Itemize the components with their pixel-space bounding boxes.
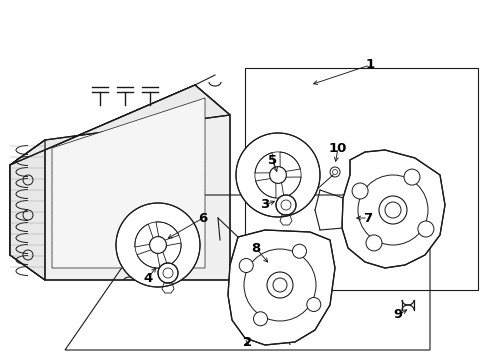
Circle shape — [149, 237, 167, 253]
Polygon shape — [10, 85, 230, 280]
Polygon shape — [52, 98, 205, 268]
Text: 3: 3 — [260, 198, 270, 211]
Polygon shape — [342, 150, 445, 268]
Circle shape — [404, 169, 420, 185]
Circle shape — [366, 235, 382, 251]
Text: 6: 6 — [198, 211, 208, 225]
Text: 10: 10 — [329, 141, 347, 154]
Circle shape — [253, 312, 268, 326]
Circle shape — [293, 244, 307, 258]
Circle shape — [158, 263, 178, 283]
Circle shape — [236, 133, 320, 217]
Text: 8: 8 — [251, 242, 261, 255]
Text: 2: 2 — [244, 336, 252, 348]
Circle shape — [270, 167, 286, 183]
Text: 9: 9 — [393, 309, 403, 321]
Text: 5: 5 — [269, 153, 277, 166]
Text: 4: 4 — [144, 271, 152, 284]
Circle shape — [418, 221, 434, 237]
Circle shape — [276, 195, 296, 215]
Circle shape — [116, 203, 200, 287]
Polygon shape — [10, 140, 45, 280]
Polygon shape — [10, 85, 230, 165]
Circle shape — [267, 272, 293, 298]
Circle shape — [352, 183, 368, 199]
Text: 1: 1 — [366, 58, 374, 72]
Text: 7: 7 — [364, 211, 372, 225]
Circle shape — [307, 297, 321, 311]
Polygon shape — [228, 230, 335, 345]
Circle shape — [239, 258, 253, 273]
Circle shape — [379, 196, 407, 224]
